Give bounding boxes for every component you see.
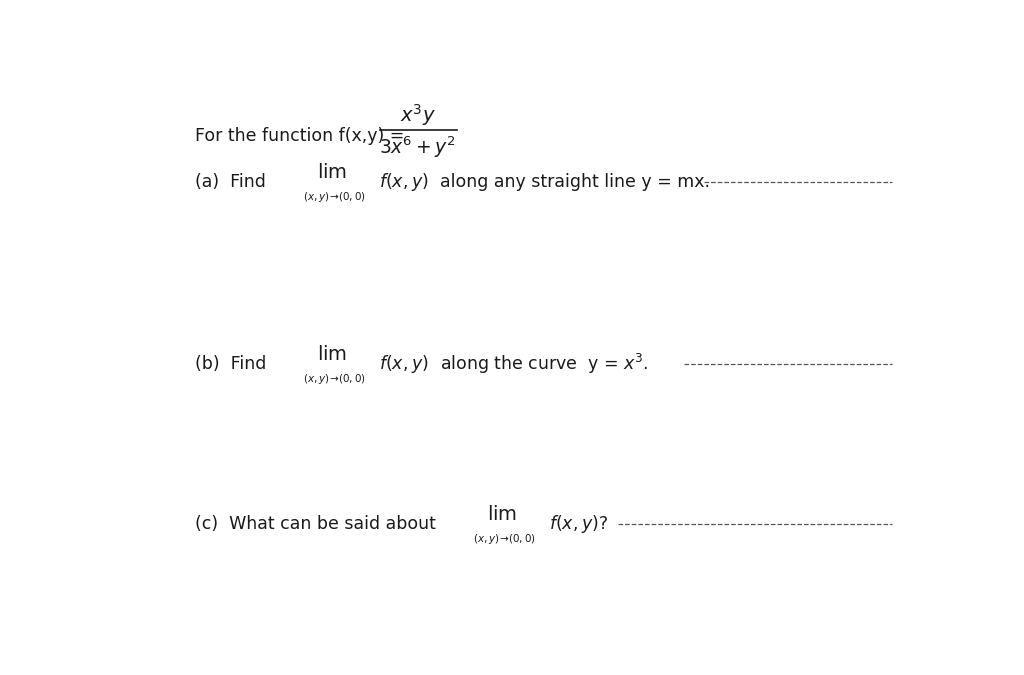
Text: $3x^6+y^2$: $3x^6+y^2$: [379, 135, 456, 160]
Text: $\lim$: $\lim$: [316, 163, 347, 182]
Text: $x^3y$: $x^3y$: [399, 102, 435, 128]
Text: (c)  What can be said about: (c) What can be said about: [196, 515, 436, 533]
Text: (a)  Find: (a) Find: [196, 173, 266, 191]
Text: $(x,y)\!\to\!(0,0)$: $(x,y)\!\to\!(0,0)$: [473, 532, 536, 546]
Text: For the function f(x,y) =: For the function f(x,y) =: [196, 127, 411, 144]
Text: $f(x,y)$?: $f(x,y)$?: [549, 514, 607, 535]
Text: along the curve  y = $x^3$.: along the curve y = $x^3$.: [440, 352, 648, 377]
Text: (b)  Find: (b) Find: [196, 355, 267, 373]
Text: along any straight line y = mx.: along any straight line y = mx.: [440, 173, 710, 191]
Text: $f(x,y)$: $f(x,y)$: [379, 171, 428, 193]
Text: $\lim$: $\lim$: [486, 506, 517, 524]
Text: $(x,y)\!\to\!(0,0)$: $(x,y)\!\to\!(0,0)$: [303, 372, 367, 386]
Text: $(x,y)\!\to\!(0,0)$: $(x,y)\!\to\!(0,0)$: [303, 190, 367, 204]
Text: $\lim$: $\lim$: [316, 346, 347, 365]
Text: $f(x,y)$: $f(x,y)$: [379, 353, 428, 375]
